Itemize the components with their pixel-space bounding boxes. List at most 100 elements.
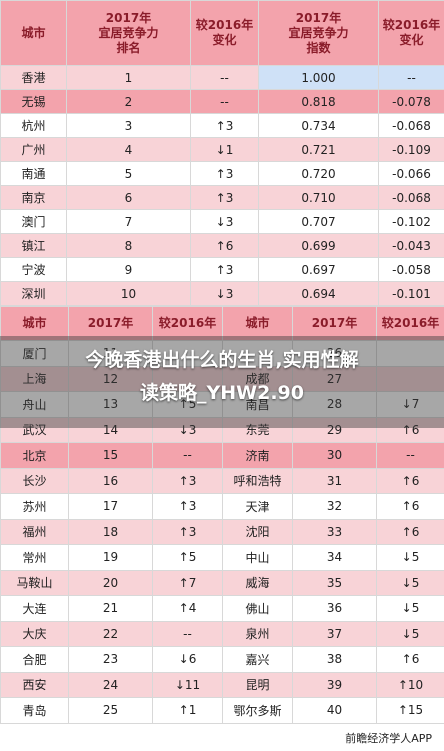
table-cell: 沈阳	[222, 518, 293, 545]
table-row: 中山 34 ↓5	[222, 544, 444, 571]
table-cell: ↑3	[152, 467, 223, 494]
table-cell: ↑3	[190, 113, 259, 138]
table-cell: 澳门	[0, 209, 67, 234]
table-cell: 12	[68, 365, 153, 392]
table-cell: 0.734	[258, 113, 379, 138]
table-row: 南京 6 ↑3 0.710 -0.068	[0, 185, 444, 210]
table-cell: 25	[68, 697, 153, 724]
table-cell: ↑3	[190, 185, 259, 210]
top-header-row: 城市 2017年 宜居竞争力 排名 较2016年 变化 2017年 宜居竞争力 指数 较2016年…	[0, 0, 444, 66]
bottom-header-cell: 较2016年	[376, 306, 444, 341]
top-header-cell: 较2016年 变化	[190, 0, 259, 66]
table-cell: 马鞍山	[0, 569, 69, 596]
table-cell: 19	[68, 544, 153, 571]
table-row: 马鞍山 20 ↑7	[0, 569, 223, 596]
footer-brand: 前瞻经济学人APP	[341, 729, 436, 747]
table-cell: 无锡	[0, 89, 67, 114]
table-cell: 0.721	[258, 137, 379, 162]
table-cell: --	[376, 442, 444, 469]
table-cell: 40	[292, 697, 377, 724]
table-row: 济南 30 --	[222, 442, 444, 469]
table-row: 呼和浩特 31 ↑6	[222, 467, 444, 494]
bottom-right-table: 城市 2017年 较2016年 26 成都 27 南昌 28 ↓7 东莞 29 ↑6 济南 30 -- 呼和浩…	[222, 306, 444, 724]
top-header-cell: 较2016年 变化	[378, 0, 444, 66]
table-cell: ↑6	[376, 467, 444, 494]
table-row: 成都 27	[222, 365, 444, 392]
table-cell: -0.101	[378, 281, 444, 306]
top-header-cell: 2017年 宜居竞争力 排名	[66, 0, 191, 66]
table-cell: 34	[292, 544, 377, 571]
table-cell: ↑4	[152, 595, 223, 622]
table-cell: 9	[66, 257, 191, 282]
bottom-header-row: 城市 2017年 较2016年	[0, 306, 223, 341]
table-cell: ↓5	[376, 569, 444, 596]
table-row: 26	[222, 340, 444, 367]
table-cell: 33	[292, 518, 377, 545]
table-cell: 东莞	[222, 416, 293, 443]
table-cell: 11	[68, 340, 153, 367]
table-cell: 24	[68, 671, 153, 698]
title-overlay	[0, 336, 444, 428]
table-cell: 泉州	[222, 620, 293, 647]
table-cell: --	[190, 89, 259, 114]
table-cell: 福州	[0, 518, 69, 545]
table-cell: 6	[66, 185, 191, 210]
table-cell: 深圳	[0, 281, 67, 306]
table-row: 无锡 2 -- 0.818 -0.078	[0, 89, 444, 114]
table-row: 杭州 3 ↑3 0.734 -0.068	[0, 113, 444, 138]
table-cell: 杭州	[0, 113, 67, 138]
table-cell: ↑10	[376, 671, 444, 698]
table-row: 天津 32 ↑6	[222, 493, 444, 520]
table-row: 福州 18 ↑3	[0, 518, 223, 545]
table-cell: 0.694	[258, 281, 379, 306]
table-cell: 西安	[0, 671, 69, 698]
table-row: 威海 35 ↓5	[222, 569, 444, 596]
overlay-title-line1: 今晚香港出什么的生肖,实用性解	[85, 349, 359, 371]
table-cell: 37	[292, 620, 377, 647]
table-row: 大庆 22 --	[0, 620, 223, 647]
table-cell: ↑5	[152, 544, 223, 571]
table-cell: 0.710	[258, 185, 379, 210]
table-row: 舟山 13 ↑5	[0, 391, 223, 418]
table-cell: -0.068	[378, 113, 444, 138]
table-cell: 28	[292, 391, 377, 418]
table-cell: ↓3	[190, 281, 259, 306]
bottom-header-row: 城市 2017年 较2016年	[222, 306, 444, 341]
table-cell: 23	[68, 646, 153, 673]
table-cell: 南京	[0, 185, 67, 210]
top-header-cell: 2017年 宜居竞争力 指数	[258, 0, 379, 66]
table-cell: ↑3	[190, 257, 259, 282]
table-cell: 8	[66, 233, 191, 258]
table-cell: 38	[292, 646, 377, 673]
table-cell: 合肥	[0, 646, 69, 673]
table-cell: ↑7	[152, 569, 223, 596]
bottom-header-cell: 城市	[0, 306, 69, 341]
table-cell: 舟山	[0, 391, 69, 418]
table-cell: 佛山	[222, 595, 293, 622]
top-header-cell: 城市	[0, 0, 67, 66]
table-cell: 鄂尔多斯	[222, 697, 293, 724]
table-cell: 1.000	[258, 65, 379, 90]
table-cell: 3	[66, 113, 191, 138]
table-cell: 0.720	[258, 161, 379, 186]
bottom-left-table: 城市 2017年 较2016年 厦门 11 上海 12 舟山 13 ↑5 武汉 14 ↓3 北京 15 -- 长…	[0, 306, 223, 724]
table-cell: 17	[68, 493, 153, 520]
table-cell: 1	[66, 65, 191, 90]
table-cell: 7	[66, 209, 191, 234]
table-cell: ↑6	[376, 416, 444, 443]
top-ranking-table: 城市 2017年 宜居竞争力 排名 较2016年 变化 2017年 宜居竞争力 指数 较2016年…	[0, 0, 444, 306]
table-cell: ↑3	[152, 493, 223, 520]
table-cell: -0.066	[378, 161, 444, 186]
table-cell: 18	[68, 518, 153, 545]
bottom-header-cell: 较2016年	[152, 306, 223, 341]
table-cell: 青岛	[0, 697, 69, 724]
table-cell: --	[378, 65, 444, 90]
table-row: 东莞 29 ↑6	[222, 416, 444, 443]
table-row: 武汉 14 ↓3	[0, 416, 223, 443]
table-row: 北京 15 --	[0, 442, 223, 469]
table-cell: 2	[66, 89, 191, 114]
table-row: 佛山 36 ↓5	[222, 595, 444, 622]
table-row: 泉州 37 ↓5	[222, 620, 444, 647]
table-cell: 5	[66, 161, 191, 186]
table-cell: ↓1	[190, 137, 259, 162]
